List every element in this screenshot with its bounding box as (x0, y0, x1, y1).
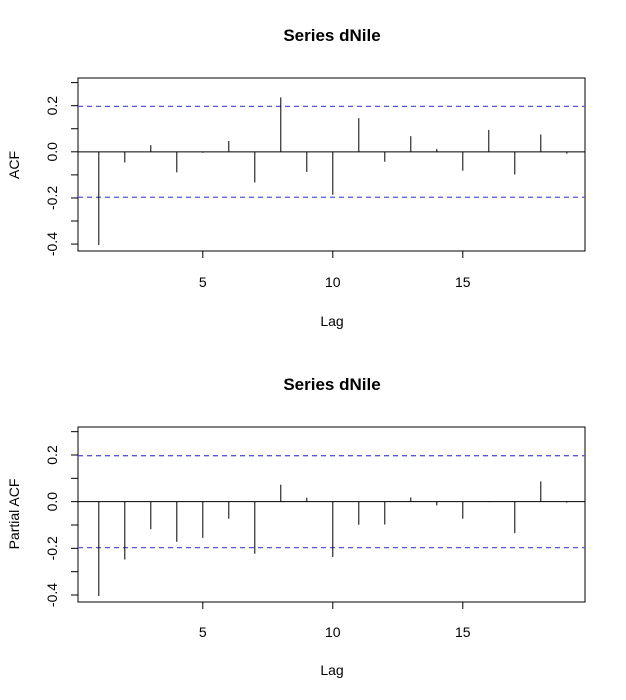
acf-panel: Series dNile Lag ACF 5 10 15 -0.4 -0.2 0.0 0.2 (6, 26, 586, 329)
acf-y-tick-label: 0.2 (44, 96, 60, 116)
pacf-y-tick-label: 0.2 (44, 445, 60, 465)
pacf-y-tick-label: 0.0 (44, 492, 60, 512)
acf-x-tick-label: 5 (199, 274, 207, 290)
pacf-y-tick-label: -0.4 (44, 583, 60, 607)
pacf-plot-frame (77, 426, 586, 603)
pacf-x-axis-label: Lag (320, 662, 343, 678)
acf-y-tick-label: 0.0 (44, 142, 60, 162)
acf-x-axis-label: Lag (320, 313, 343, 329)
acf-chart-title: Series dNile (283, 26, 380, 45)
acf-y-axis-label: ACF (6, 151, 22, 179)
acf-y-tick-label: -0.4 (44, 232, 60, 256)
pacf-x-tick-label: 10 (325, 624, 341, 640)
pacf-x-tick-label: 15 (455, 624, 471, 640)
pacf-x-tick-label: 5 (199, 624, 207, 640)
pacf-y-tick-label: -0.2 (44, 536, 60, 560)
acf-y-tick-label: -0.2 (44, 186, 60, 210)
acf-x-tick-label: 10 (325, 274, 341, 290)
pacf-panel: Series dNile Lag Partial ACF 5 10 15 -0.4 -0… (6, 375, 586, 678)
acf-x-tick-label: 15 (455, 274, 471, 290)
pacf-y-axis-label: Partial ACF (6, 479, 22, 550)
acf-plot-frame (77, 77, 586, 252)
pacf-chart-title: Series dNile (283, 375, 380, 394)
